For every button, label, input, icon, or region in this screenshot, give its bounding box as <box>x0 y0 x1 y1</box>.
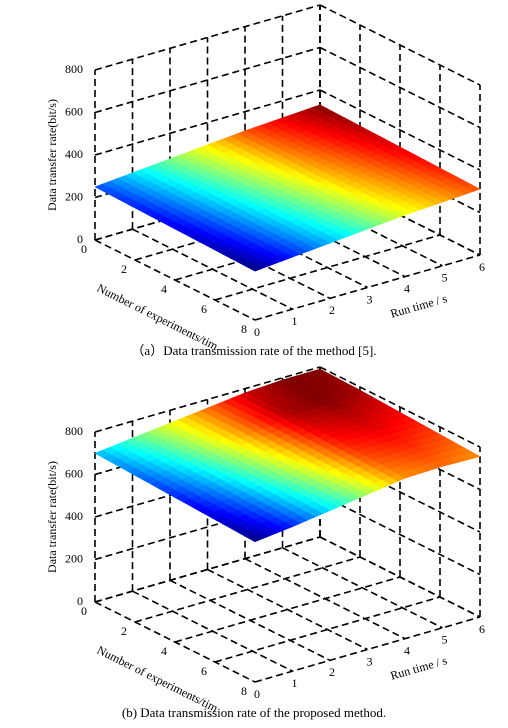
x-tick-label: 3 <box>367 654 373 668</box>
floor-grid-line <box>207 568 368 651</box>
wall-grid-line <box>94 536 321 603</box>
x-tick-label: 0 <box>254 325 260 339</box>
wall-grid-line <box>319 89 481 171</box>
y-tick-label: 8 <box>241 322 247 336</box>
wall-grid-line <box>319 451 481 533</box>
x-tick-label: 4 <box>404 643 410 657</box>
x-tick-label: 4 <box>404 281 410 295</box>
wall-grid-line <box>319 46 481 129</box>
floor-grid-line <box>214 234 441 301</box>
x-tick-label: 5 <box>442 633 448 647</box>
wall-grid-line <box>319 493 481 576</box>
z-tick-label: 600 <box>65 104 83 118</box>
wall-grid-line <box>94 174 321 241</box>
z-tick-label: 0 <box>77 594 83 608</box>
x-axis-label: Run time / s <box>389 291 449 321</box>
floor-grid-line <box>134 194 361 261</box>
wall-grid-line <box>94 4 321 71</box>
surface-patch <box>246 533 264 543</box>
x-tick-label: 6 <box>479 622 485 636</box>
y-tick-label: 2 <box>121 262 127 276</box>
wall-grid-line <box>94 493 321 561</box>
floor-grid-line <box>174 214 401 281</box>
z-tick-label: 600 <box>65 466 83 480</box>
y-tick-label: 6 <box>201 302 207 316</box>
x-tick-label: 0 <box>254 687 260 701</box>
x-tick-label: 6 <box>479 260 485 274</box>
y-tick-label: 8 <box>241 684 247 698</box>
wall-grid-line <box>94 366 321 433</box>
wall-grid-line <box>319 366 481 448</box>
y-tick-label: 4 <box>161 282 167 296</box>
z-axis-label: Data transfer rate(bit/s) <box>45 461 59 573</box>
caption: （a）Data transmission rate of the method … <box>131 343 376 358</box>
z-tick-label: 400 <box>65 509 83 523</box>
floor-grid-line <box>282 547 443 629</box>
floor-grid-line <box>214 596 441 663</box>
y-tick-label: 0 <box>81 242 87 256</box>
floor-grid-line <box>174 576 401 643</box>
floor-grid-line <box>254 616 481 683</box>
y-tick-label: 4 <box>161 644 167 658</box>
x-tick-label: 3 <box>367 292 373 306</box>
x-tick-label: 2 <box>329 303 335 317</box>
z-tick-label: 800 <box>65 62 83 76</box>
x-tick-label: 5 <box>442 271 448 285</box>
z-tick-label: 400 <box>65 147 83 161</box>
z-tick-label: 200 <box>65 551 83 565</box>
caption: (b) Data transmission rate of the propos… <box>122 705 386 720</box>
wall-grid-line <box>94 451 321 518</box>
wall-grid-line <box>319 536 481 618</box>
y-tick-label: 2 <box>121 624 127 638</box>
z-tick-label: 0 <box>77 232 83 246</box>
floor-grid-line <box>134 556 361 623</box>
floor-grid-line <box>254 254 481 321</box>
x-axis-label: Run time / s <box>389 653 449 683</box>
z-tick-label: 800 <box>65 424 83 438</box>
x-tick-label: 1 <box>292 314 298 328</box>
z-tick-label: 200 <box>65 189 83 203</box>
x-tick-label: 1 <box>292 676 298 690</box>
wall-grid-line <box>94 89 321 156</box>
z-axis-label: Data transfer rate(bit/s) <box>45 99 59 211</box>
surface-patch <box>246 263 264 272</box>
wall-grid-line <box>94 46 321 114</box>
y-tick-label: 6 <box>201 664 207 678</box>
x-tick-label: 2 <box>329 665 335 679</box>
y-tick-label: 0 <box>81 604 87 618</box>
wall-grid-line <box>319 4 481 86</box>
